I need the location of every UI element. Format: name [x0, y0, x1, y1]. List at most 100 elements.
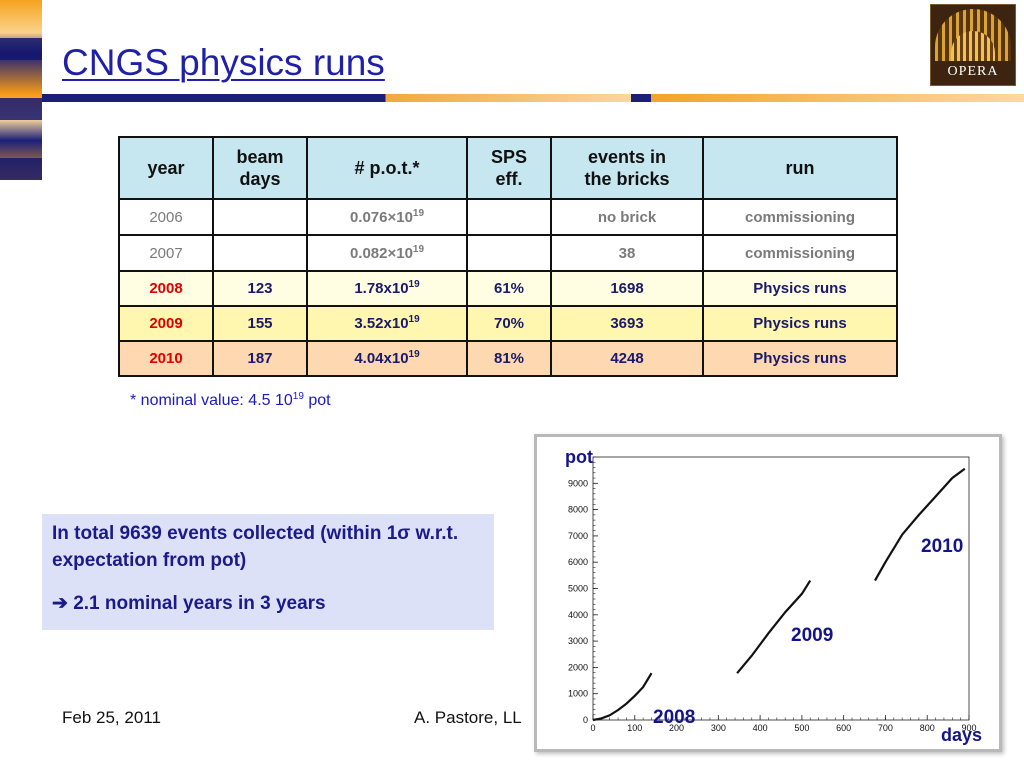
x-tick-label: 700 — [878, 723, 893, 733]
cell-run: commissioning — [702, 198, 898, 236]
series-line-2009 — [736, 580, 812, 674]
x-axis-label: days — [941, 725, 982, 745]
cell-pot-exponent: 19 — [412, 207, 425, 219]
series-label-2010: 2010 — [921, 536, 963, 557]
cell-pot: 0.076×1019 — [306, 198, 468, 236]
pot-chart: 0 100 200 300 400 500 600 700 800 900010002000300… — [565, 447, 982, 745]
cell-beam-days: 187 — [212, 340, 308, 377]
table-row: 2010 187 4.04x1019 81% 4248 Physics runs — [118, 340, 898, 377]
y-tick-label: 3000 — [568, 636, 588, 646]
cell-sps-eff: 81% — [466, 340, 552, 377]
y-tick-label: 0 — [583, 715, 588, 725]
cell-pot-mantissa: 3.52x10 — [354, 315, 409, 332]
header-pot: # p.o.t.* — [306, 136, 468, 200]
pot-chart-frame: 0 100 200 300 400 500 600 700 800 900 0 1000 2000 300… — [534, 434, 1002, 752]
table-row: 2008 123 1.78x1019 61% 1698 Physics runs — [118, 270, 898, 307]
cell-sps-eff — [466, 234, 552, 272]
y-tick-label: 4000 — [568, 610, 588, 620]
cell-pot: 3.52x1019 — [306, 305, 468, 342]
x-tick-label: 600 — [836, 723, 851, 733]
x-tick-label: 900 — [961, 723, 976, 733]
cell-beam-days — [212, 198, 308, 236]
footnote-exponent: 19 — [292, 391, 304, 402]
decorative-side-stripes — [0, 0, 42, 180]
cell-sps-eff — [466, 198, 552, 236]
x-tick-label: 300 — [711, 723, 726, 733]
x-tick-label: 0 — [590, 723, 595, 733]
cell-beam-days: 123 — [212, 270, 308, 307]
y-tick-label: 7000 — [568, 531, 588, 541]
table-row: 2009 155 3.52x1019 70% 3693 Physics runs — [118, 305, 898, 342]
table-row: 2006 0.076×1019 no brick commissioning — [118, 198, 898, 236]
header-sps-eff-text: SPS eff. — [490, 147, 528, 189]
cell-pot-mantissa: 1.78x10 — [354, 280, 409, 297]
y-tick-label: 6000 — [568, 557, 588, 567]
cell-pot-exponent: 19 — [408, 314, 420, 325]
y-tick-label: 1000 — [568, 689, 588, 699]
table-header-row: year beam days # p.o.t.* SPS eff. events… — [118, 136, 898, 200]
series-label-2008: 2008 — [653, 707, 695, 728]
cell-events: 3693 — [550, 305, 704, 342]
y-tick-label: 8000 — [568, 505, 588, 515]
cell-pot-mantissa: 0.076×10 — [349, 208, 413, 226]
series-line-2010 — [874, 467, 966, 582]
cell-beam-days: 155 — [212, 305, 308, 342]
plot-area — [592, 456, 970, 721]
cell-events: 4248 — [550, 340, 704, 377]
cell-run: Physics runs — [702, 305, 898, 342]
header-sps-eff: SPS eff. — [466, 136, 552, 200]
header-run: run — [702, 136, 898, 200]
cell-beam-days — [212, 234, 308, 272]
y-tick-label: 9000 — [568, 478, 588, 488]
cell-year: 2010 — [118, 340, 214, 377]
header-events: events in the bricks — [550, 136, 704, 200]
cell-pot-mantissa: 0.082×10 — [349, 244, 413, 262]
footnote-prefix: * nominal value: 4.5 10 — [130, 392, 293, 409]
page-title: CNGS physics runs — [62, 42, 385, 83]
x-tick-label: 800 — [920, 723, 935, 733]
y-tick-label: 5000 — [568, 584, 588, 594]
x-tick-label: 100 — [627, 723, 642, 733]
cell-pot-exponent: 19 — [408, 349, 420, 360]
opera-logo: OPERA — [930, 4, 1016, 86]
table-row: 2007 0.082×1019 38 commissioning — [118, 234, 898, 272]
cell-run: commissioning — [702, 234, 898, 272]
cell-pot: 1.78x1019 — [306, 270, 468, 307]
cell-run: Physics runs — [702, 340, 898, 377]
cell-year: 2008 — [118, 270, 214, 307]
series-line-2008 — [592, 672, 653, 722]
logo-arch-inner-graphic — [951, 31, 995, 61]
summary-line-2: ➔ 2.1 nominal years in 3 years — [52, 593, 326, 614]
x-tick-label: 400 — [753, 723, 768, 733]
runs-table: year beam days # p.o.t.* SPS eff. events… — [118, 136, 898, 377]
title-divider — [42, 94, 1024, 102]
series-label-2009: 2009 — [791, 625, 833, 646]
cell-events: no brick — [550, 198, 704, 236]
cell-events: 1698 — [550, 270, 704, 307]
cell-events: 38 — [550, 234, 704, 272]
cell-sps-eff: 61% — [466, 270, 552, 307]
logo-text: OPERA — [947, 64, 999, 79]
y-tick-label: 2000 — [568, 662, 588, 672]
summary-line-1: In total 9639 events collected (within 1… — [52, 523, 459, 571]
header-beam-days: beam days — [212, 136, 308, 200]
footer-date: Feb 25, 2011 — [62, 708, 161, 727]
cell-run: Physics runs — [702, 270, 898, 307]
cell-pot: 0.082×1019 — [306, 234, 468, 272]
header-events-text: events in the bricks — [584, 147, 670, 189]
cell-year: 2006 — [118, 198, 214, 236]
cell-pot: 4.04x1019 — [306, 340, 468, 377]
cell-sps-eff: 70% — [466, 305, 552, 342]
x-tick-label: 200 — [669, 723, 684, 733]
cell-year: 2009 — [118, 305, 214, 342]
y-axis-label: pot — [565, 447, 593, 467]
pot-footnote: * nominal value: 4.5 1019 pot — [130, 392, 331, 410]
footnote-suffix: pot — [303, 392, 331, 409]
header-beam-days-text: beam days — [236, 147, 284, 189]
footer-author: A. Pastore, LL — [414, 708, 522, 727]
x-tick-label: 500 — [794, 723, 809, 733]
cell-pot-mantissa: 4.04x10 — [354, 350, 409, 367]
header-year: year — [118, 136, 214, 200]
cell-pot-exponent: 19 — [408, 279, 420, 290]
summary-box: In total 9639 events collected (within 1… — [42, 514, 494, 630]
